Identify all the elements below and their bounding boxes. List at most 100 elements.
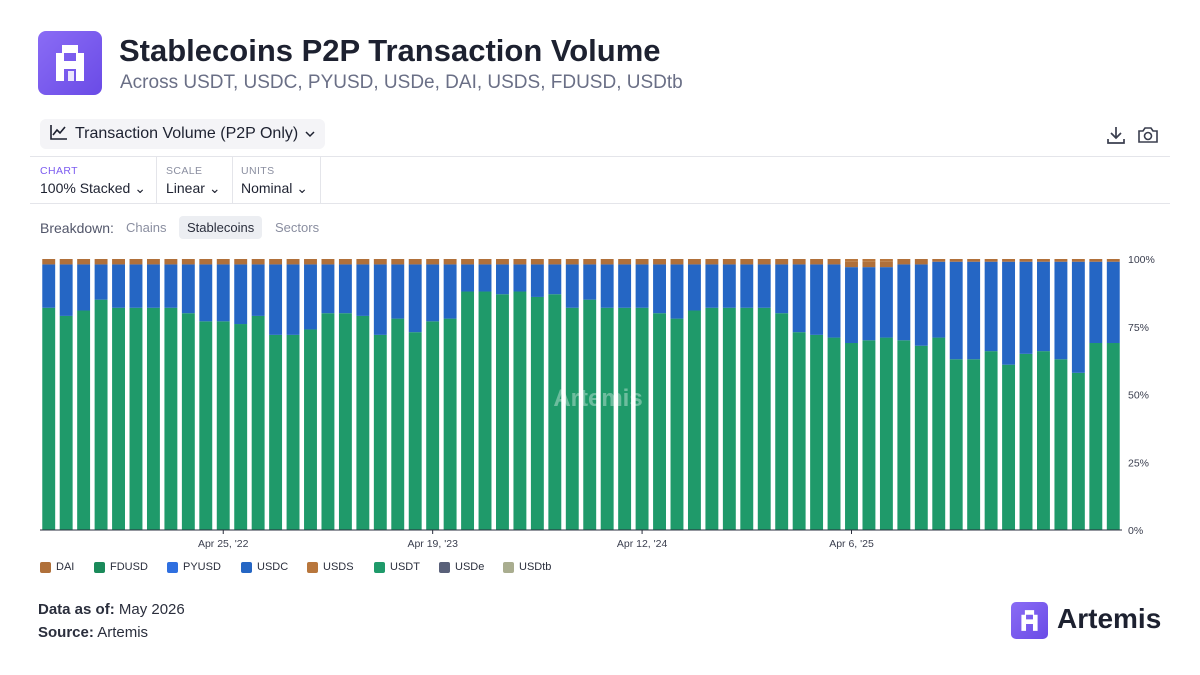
bar-segment-usdc[interactable] bbox=[1002, 261, 1016, 365]
bar-segment-dai[interactable] bbox=[600, 259, 614, 265]
bar-segment-dai[interactable] bbox=[42, 259, 56, 265]
bar-segment-dai[interactable] bbox=[845, 261, 858, 268]
bar-segment-dai[interactable] bbox=[146, 259, 160, 265]
bar-segment-dai[interactable] bbox=[112, 259, 125, 265]
bar-segment-usdt[interactable] bbox=[810, 334, 824, 530]
bar-segment-usdc[interactable] bbox=[914, 264, 928, 346]
bar-segment-dai[interactable] bbox=[443, 259, 457, 265]
bar-segment-usdt[interactable] bbox=[635, 307, 649, 530]
bar-segment-usdt[interactable] bbox=[146, 307, 160, 530]
bar-segment-usdt[interactable] bbox=[618, 307, 632, 530]
bar-segment-usdc[interactable] bbox=[949, 261, 963, 360]
bar-segment-usdc[interactable] bbox=[461, 264, 475, 292]
bar-segment-dai[interactable] bbox=[670, 259, 684, 265]
bar-segment-usdc[interactable] bbox=[967, 261, 981, 360]
bar-segment-usdt[interactable] bbox=[879, 337, 893, 530]
bar-segment-usdt[interactable] bbox=[304, 329, 317, 530]
bar-segment-usdt[interactable] bbox=[77, 310, 91, 530]
bar-segment-usdt[interactable] bbox=[862, 340, 876, 530]
bar-segment-usdc[interactable] bbox=[59, 264, 73, 316]
bar-segment-usdt[interactable] bbox=[94, 299, 108, 530]
bar-segment-usdc[interactable] bbox=[810, 264, 824, 335]
bar-segment-dai[interactable] bbox=[705, 259, 719, 265]
bar-segment-usdc[interactable] bbox=[862, 267, 876, 341]
bar-segment-dai[interactable] bbox=[478, 259, 492, 265]
bar-segment-usdc[interactable] bbox=[408, 264, 422, 333]
bar-segment-usdc[interactable] bbox=[129, 264, 143, 308]
bar-segment-dai[interactable] bbox=[1089, 259, 1103, 262]
bar-segment-usdc[interactable] bbox=[391, 264, 405, 319]
bar-segment-usdc[interactable] bbox=[216, 264, 230, 322]
bar-segment-usdc[interactable] bbox=[530, 264, 544, 297]
bar-segment-usdt[interactable] bbox=[897, 340, 911, 530]
bar-segment-usdt[interactable] bbox=[443, 318, 457, 530]
bar-segment-usdc[interactable] bbox=[181, 264, 195, 314]
bar-segment-usdc[interactable] bbox=[932, 261, 946, 338]
bar-segment-usdc[interactable] bbox=[164, 264, 178, 308]
bar-segment-usdc[interactable] bbox=[94, 264, 108, 300]
bar-segment-usds[interactable] bbox=[879, 259, 893, 262]
bar-segment-usdt[interactable] bbox=[949, 359, 963, 530]
bar-segment-usdc[interactable] bbox=[583, 264, 597, 300]
bar-segment-usdt[interactable] bbox=[1002, 364, 1016, 530]
bar-segment-usdt[interactable] bbox=[1037, 351, 1050, 530]
bar-segment-usdt[interactable] bbox=[478, 291, 492, 530]
bar-segment-usdc[interactable] bbox=[548, 264, 562, 295]
legend-item-usdtb[interactable]: USDtb bbox=[503, 560, 551, 574]
metric-selector-dropdown[interactable]: Transaction Volume (P2P Only) bbox=[40, 119, 326, 149]
bar-segment-dai[interactable] bbox=[687, 259, 701, 265]
bar-segment-usdt[interactable] bbox=[199, 321, 213, 530]
bar-segment-usdc[interactable] bbox=[1071, 261, 1085, 373]
bar-segment-usdt[interactable] bbox=[583, 299, 597, 530]
bar-segment-usdt[interactable] bbox=[984, 351, 998, 530]
breakdown-option-sectors[interactable]: Sectors bbox=[275, 220, 320, 235]
bar-segment-dai[interactable] bbox=[94, 259, 108, 265]
bar-segment-dai[interactable] bbox=[1071, 259, 1085, 262]
bar-segment-usdc[interactable] bbox=[618, 264, 632, 308]
bar-segment-dai[interactable] bbox=[356, 259, 370, 265]
bar-segment-dai[interactable] bbox=[1106, 259, 1120, 262]
bar-segment-dai[interactable] bbox=[391, 259, 405, 265]
bar-segment-usdc[interactable] bbox=[478, 264, 492, 292]
bar-segment-dai[interactable] bbox=[461, 259, 475, 265]
bar-segment-dai[interactable] bbox=[757, 259, 771, 265]
bar-segment-dai[interactable] bbox=[862, 261, 876, 268]
bar-segment-usdc[interactable] bbox=[653, 264, 666, 314]
bar-segment-dai[interactable] bbox=[251, 259, 265, 265]
bar-segment-usdt[interactable] bbox=[216, 321, 230, 530]
bar-segment-usdc[interactable] bbox=[42, 264, 56, 308]
bar-segment-usdt[interactable] bbox=[321, 313, 335, 530]
bar-segment-usds[interactable] bbox=[862, 259, 876, 262]
bar-segment-usdt[interactable] bbox=[59, 315, 73, 530]
legend-item-usds[interactable]: USDS bbox=[307, 560, 354, 574]
legend-item-fdusd[interactable]: FDUSD bbox=[94, 560, 148, 574]
bar-segment-usdt[interactable] bbox=[670, 318, 684, 530]
breakdown-option-stablecoins[interactable]: Stablecoins bbox=[179, 216, 263, 239]
bar-segment-dai[interactable] bbox=[914, 259, 928, 265]
bar-segment-dai[interactable] bbox=[653, 259, 666, 265]
bar-segment-usdt[interactable] bbox=[792, 332, 806, 530]
legend-item-usdc[interactable]: USDC bbox=[241, 560, 288, 574]
bar-segment-usdt[interactable] bbox=[496, 294, 509, 530]
bar-segment-usdc[interactable] bbox=[670, 264, 684, 319]
chart-type-control[interactable]: CHART 100% Stacked ⌄ bbox=[40, 157, 157, 203]
bar-segment-usdc[interactable] bbox=[373, 264, 387, 335]
bar-segment-dai[interactable] bbox=[513, 259, 527, 265]
bar-segment-usdt[interactable] bbox=[653, 313, 666, 530]
bar-segment-usdc[interactable] bbox=[304, 264, 317, 330]
bar-segment-usdc[interactable] bbox=[879, 267, 893, 338]
bar-segment-usdc[interactable] bbox=[984, 261, 998, 352]
bar-segment-dai[interactable] bbox=[548, 259, 562, 265]
bar-segment-usdc[interactable] bbox=[827, 264, 841, 338]
bar-segment-usdc[interactable] bbox=[251, 264, 265, 316]
bar-segment-dai[interactable] bbox=[740, 259, 754, 265]
bar-segment-dai[interactable] bbox=[530, 259, 544, 265]
bar-segment-usdt[interactable] bbox=[827, 337, 841, 530]
bar-segment-usdt[interactable] bbox=[181, 313, 195, 530]
bar-segment-usdc[interactable] bbox=[1106, 261, 1120, 344]
bar-segment-dai[interactable] bbox=[897, 259, 911, 265]
bar-segment-dai[interactable] bbox=[949, 259, 963, 262]
bar-segment-usdc[interactable] bbox=[757, 264, 771, 308]
camera-icon[interactable] bbox=[1137, 124, 1159, 146]
bar-segment-usdt[interactable] bbox=[234, 324, 248, 530]
